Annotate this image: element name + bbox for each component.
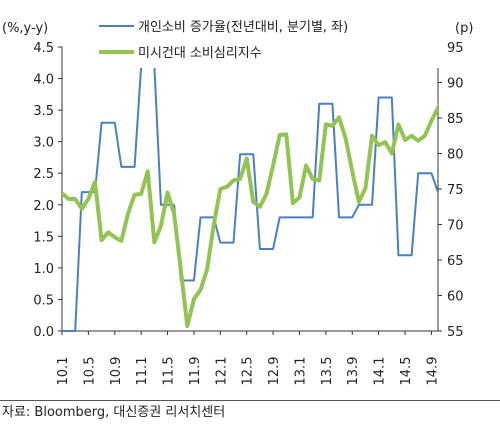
x-tick-label: 11.5 — [162, 357, 177, 386]
x-tick-label: 11.1 — [135, 357, 150, 386]
x-tick-label: 11.9 — [188, 357, 203, 386]
series-layer — [62, 64, 438, 332]
left-tick-label: 3.5 — [33, 104, 54, 119]
left-tick-label: 1.5 — [33, 230, 54, 245]
x-tick-label: 14.1 — [373, 357, 388, 386]
legend-label-michigan-sentiment: 미시건대 소비심리지수 — [138, 46, 262, 61]
legend-label-personal-consumption: 개인소비 증가율(전년대비, 분기별, 좌) — [138, 20, 348, 35]
x-axis-ticks: 10.1 10.5 10.9 11.1 11.5 11.9 12.1 12.5 12.9 13.1… — [56, 331, 440, 385]
series-line-personal-consumption — [62, 64, 438, 332]
right-axis-unit: (p) — [455, 21, 473, 36]
x-tick-label: 12.5 — [241, 357, 256, 386]
x-tick-label: 10.5 — [82, 357, 97, 386]
left-y-ticks: 0.0 0.5 1.0 1.5 2.0 2.5 3.0 3.5 4.0 4.5 — [33, 41, 62, 340]
left-axis-unit: (%,y-y) — [2, 21, 48, 36]
right-tick-label: 95 — [447, 41, 464, 56]
legend-background — [92, 16, 446, 68]
left-tick-label: 0.5 — [33, 293, 54, 308]
x-tick-label: 10.1 — [56, 357, 71, 386]
x-tick-label: 12.9 — [267, 357, 282, 386]
right-tick-label: 70 — [447, 219, 464, 234]
right-tick-label: 55 — [447, 325, 464, 340]
right-tick-label: 60 — [447, 290, 464, 305]
left-tick-label: 4.5 — [33, 41, 54, 56]
left-tick-label: 3.0 — [33, 136, 54, 151]
x-tick-label: 12.1 — [214, 357, 229, 386]
left-tick-label: 2.0 — [33, 199, 54, 214]
series-line-michigan-sentiment — [62, 102, 438, 329]
x-tick-label: 10.9 — [109, 357, 124, 386]
x-tick-label: 13.1 — [293, 357, 308, 386]
x-tick-label: 14.9 — [425, 357, 440, 386]
left-tick-label: 1.0 — [33, 262, 54, 277]
right-tick-label: 85 — [447, 112, 464, 127]
x-tick-label: 13.5 — [320, 357, 335, 386]
right-tick-label: 90 — [447, 77, 464, 92]
x-tick-label: 14.5 — [399, 357, 414, 386]
x-tick-label: 13.9 — [346, 357, 361, 386]
left-tick-label: 4.0 — [33, 73, 54, 88]
legend: 개인소비 증가율(전년대비, 분기별, 좌) 미시건대 소비심리지수 — [92, 16, 446, 68]
right-y-ticks: 55 60 65 70 75 80 85 90 95 — [438, 41, 464, 340]
right-tick-label: 65 — [447, 254, 464, 269]
dual-axis-line-chart: (%,y-y) (p) 0.0 0.5 1.0 1.5 2.0 2.5 3.0 3.5 4.0 4… — [2, 16, 474, 386]
source-note: 자료: Bloomberg, 대신증권 리서치센터 — [0, 400, 500, 431]
right-tick-label: 75 — [447, 183, 464, 198]
right-tick-label: 80 — [447, 148, 464, 163]
left-tick-label: 2.5 — [33, 167, 54, 182]
left-tick-label: 0.0 — [33, 325, 54, 340]
